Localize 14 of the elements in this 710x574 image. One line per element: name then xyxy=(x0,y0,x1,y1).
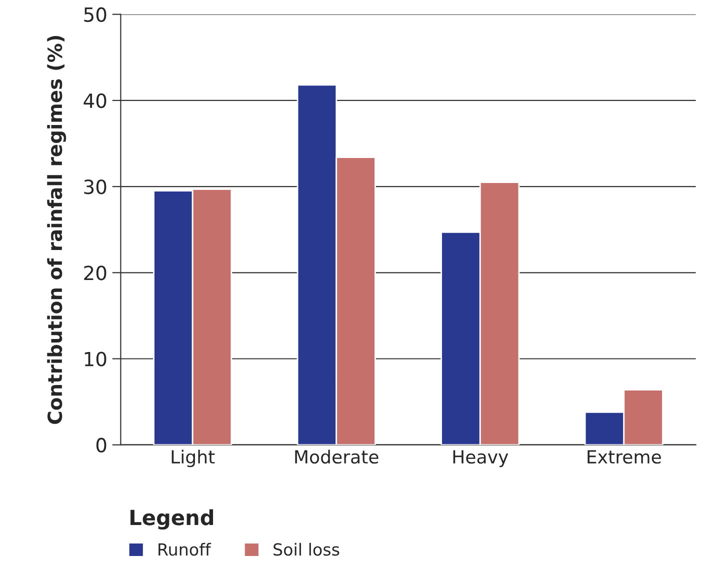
legend-label: Runoff xyxy=(158,542,212,556)
y-tick-label: 0 xyxy=(96,438,106,453)
y-tick-label: 30 xyxy=(84,180,106,194)
y-tick-label: 40 xyxy=(84,93,106,108)
x-tick-label: Moderate xyxy=(295,450,378,464)
x-tick-label: Extreme xyxy=(588,450,661,464)
legend-title: Legend xyxy=(130,509,214,530)
y-tick-label: 50 xyxy=(84,7,106,22)
legend-label: Soil loss xyxy=(274,542,340,556)
x-tick-label: Heavy xyxy=(453,450,508,468)
y-tick-label: 20 xyxy=(84,266,106,280)
y-tick-label: 10 xyxy=(84,352,106,366)
x-tick-label: Light xyxy=(172,450,215,468)
y-axis-title: Contribution of rainfall regimes (%) xyxy=(47,36,66,424)
